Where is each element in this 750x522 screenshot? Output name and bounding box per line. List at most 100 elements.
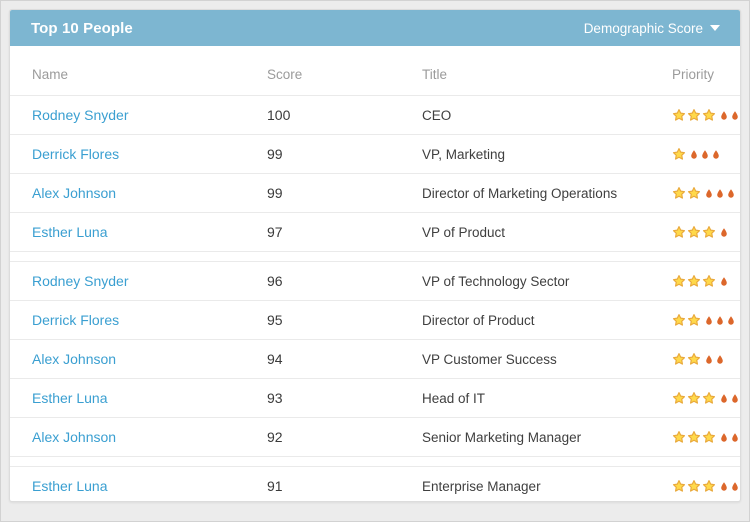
title-cell: Director of Marketing Operations [422,185,618,201]
table-row: Derrick Flores 99 VP, Marketing [10,134,740,173]
flame-icon [721,110,727,120]
table-body: Rodney Snyder 100 CEO Derrick Flores 99 … [10,95,740,501]
flame-icon [721,432,727,442]
table-row: Alex Johnson 94 VP Customer Success [10,339,740,378]
star-icon [672,226,686,238]
score-cell: 91 [267,478,283,494]
column-header-priority: Priority [672,67,715,82]
star-group [672,147,686,161]
person-name-link[interactable]: Esther Luna [32,478,108,494]
person-name-link[interactable]: Alex Johnson [32,429,117,445]
title-cell: VP of Product [422,224,506,240]
star-icon [687,187,701,199]
star-icon [687,392,701,404]
star-icon [672,187,686,199]
flame-icon [732,481,738,491]
flame-icon [728,315,734,325]
top-people-card: Top 10 People Demographic Score Name Sco… [9,9,741,502]
star-icon [672,392,686,404]
table-row: Alex Johnson 99 Director of Marketing Op… [10,173,740,212]
score-cell: 100 [267,107,291,123]
flame-group [704,187,736,200]
flame-icon [721,481,727,491]
title-cell: Director of Product [422,312,535,328]
star-icon [702,431,716,443]
person-name-link[interactable]: Alex Johnson [32,351,117,367]
star-group [672,186,701,200]
people-table: Name Score Title Priority Rodney Snyder … [10,46,740,501]
title-cell: Head of IT [422,390,486,406]
table-row: Rodney Snyder 100 CEO [10,95,740,134]
priority-cell [672,313,736,327]
name-cell: Rodney Snyder [32,273,267,289]
flame-icon [732,110,738,120]
person-name-link[interactable]: Rodney Snyder [32,273,129,289]
table-row: Esther Luna 93 Head of IT [10,378,740,417]
flame-group [689,148,721,161]
flame-icon [717,354,723,364]
person-name-link[interactable]: Esther Luna [32,224,108,240]
star-icon [672,314,686,326]
flame-icon [706,315,712,325]
score-cell: 92 [267,429,283,445]
name-cell: Esther Luna [32,224,267,240]
name-cell: Alex Johnson [32,351,267,367]
star-group [672,391,716,405]
name-cell: Alex Johnson [32,429,267,445]
flame-icon [691,149,697,159]
priority-cell [672,352,725,366]
star-icon [672,275,686,287]
flame-group [719,480,740,493]
score-type-dropdown[interactable]: Demographic Score [584,21,720,36]
star-group [672,479,716,493]
flame-group [719,109,740,122]
title-cell: VP Customer Success [422,351,557,367]
star-icon [687,275,701,287]
priority-cell [672,274,729,288]
flame-group [719,392,740,405]
star-icon [702,392,716,404]
flame-group [704,314,736,327]
column-header-title: Title [422,67,448,82]
flame-icon [721,227,727,237]
dropdown-label: Demographic Score [583,20,703,36]
title-cell: Senior Marketing Manager [422,429,582,445]
flame-group [704,353,725,366]
column-header-score: Score [267,67,303,82]
title-cell: VP, Marketing [422,146,506,162]
star-icon [687,226,701,238]
person-name-link[interactable]: Esther Luna [32,390,108,406]
flame-icon [721,393,727,403]
star-group [672,430,716,444]
star-icon [702,109,716,121]
name-cell: Rodney Snyder [32,107,267,123]
person-name-link[interactable]: Rodney Snyder [32,107,129,123]
flame-icon [732,393,738,403]
priority-cell [672,430,740,444]
score-cell: 96 [267,273,283,289]
priority-cell [672,147,721,161]
person-name-link[interactable]: Derrick Flores [32,312,120,328]
title-cell: CEO [422,107,452,123]
score-cell: 94 [267,351,283,367]
flame-group [719,226,729,239]
star-icon [687,480,701,492]
table-row: Derrick Flores 95 Director of Product [10,300,740,339]
star-icon [672,148,686,160]
person-name-link[interactable]: Derrick Flores [32,146,120,162]
flame-icon [721,276,727,286]
priority-cell [672,186,736,200]
score-cell: 99 [267,146,283,162]
priority-cell [672,225,729,239]
score-cell: 93 [267,390,283,406]
star-group [672,274,716,288]
flame-icon [706,188,712,198]
flame-icon [732,432,738,442]
chevron-down-icon [710,25,720,31]
star-icon [672,480,686,492]
flame-icon [706,354,712,364]
table-row: Esther Luna 97 VP of Product [10,212,740,252]
score-cell: 97 [267,224,283,240]
person-name-link[interactable]: Alex Johnson [32,185,117,201]
